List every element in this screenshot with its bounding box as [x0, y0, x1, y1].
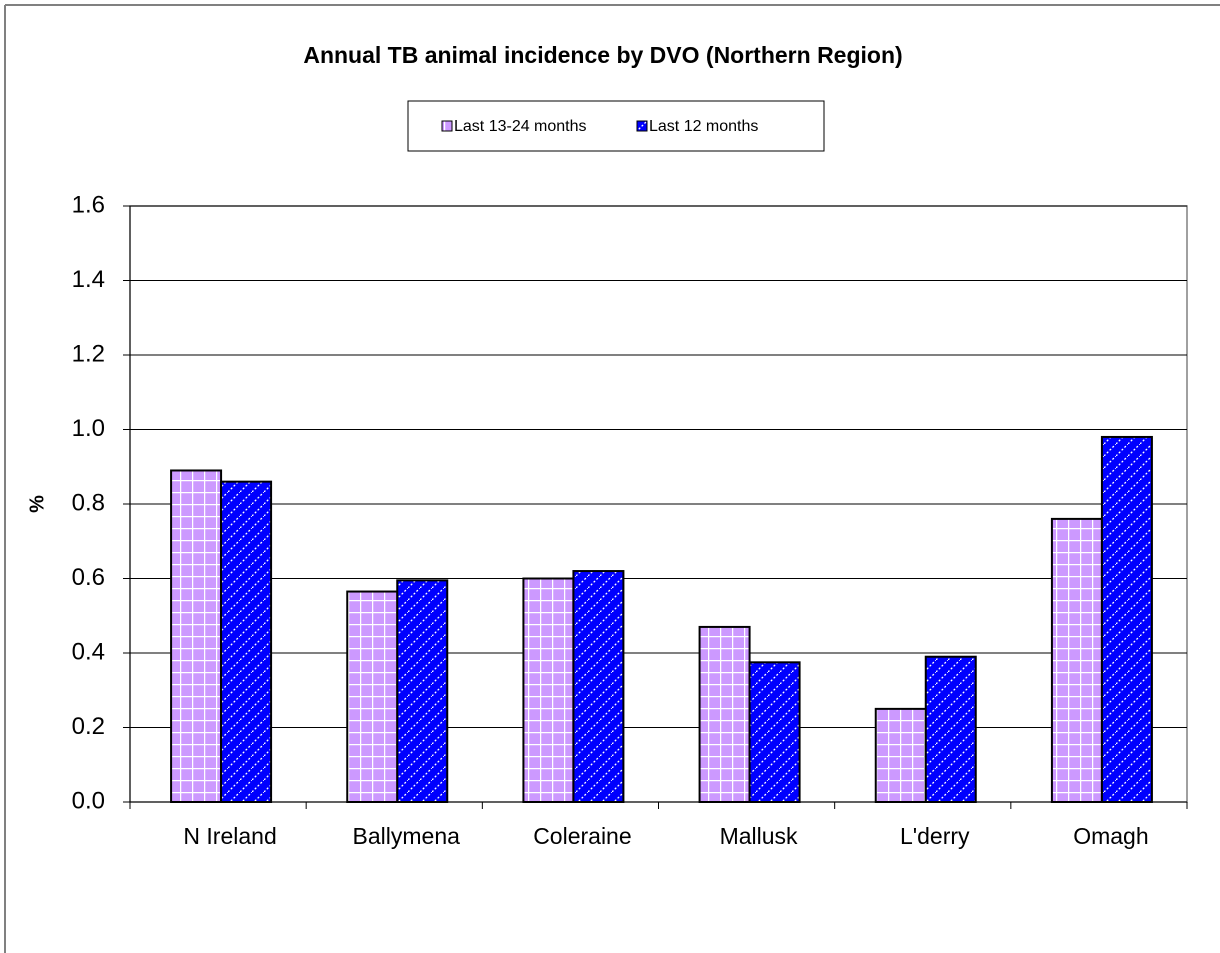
bar: [1050, 517, 1103, 804]
legend-label: Last 13-24 months: [454, 118, 587, 135]
bar: [698, 625, 751, 803]
y-tick-label: 0.4: [72, 638, 105, 665]
bar: [170, 469, 223, 803]
legend-box: [407, 100, 825, 152]
y-tick-label: 0.0: [72, 787, 105, 814]
y-tick-label: 0.6: [72, 564, 105, 591]
bar: [874, 707, 927, 803]
bar: [220, 480, 273, 803]
y-axis-title: %: [26, 495, 48, 513]
x-tick-label: Mallusk: [720, 823, 798, 849]
x-tick-label: Ballymena: [353, 823, 461, 849]
bar: [748, 661, 801, 803]
y-tick-label: 1.4: [72, 266, 105, 293]
bar: [924, 655, 977, 803]
bar: [1100, 435, 1153, 803]
bar: [522, 577, 575, 803]
x-tick-label: Omagh: [1073, 823, 1148, 849]
x-tick-label: N Ireland: [183, 823, 276, 849]
legend-label: Last 12 months: [649, 118, 758, 135]
legend-swatch: [441, 120, 453, 132]
legend-swatch: [636, 120, 648, 132]
y-tick-label: 0.2: [72, 713, 105, 740]
y-tick-label: 0.8: [72, 489, 105, 516]
bar: [346, 590, 399, 803]
y-tick-label: 1.0: [72, 415, 105, 442]
bar: [396, 579, 449, 803]
x-tick-label: Coleraine: [533, 823, 631, 849]
x-tick-label: L'derry: [900, 823, 970, 849]
chart-title: Annual TB animal incidence by DVO (North…: [303, 42, 902, 68]
y-tick-label: 1.6: [72, 191, 105, 218]
y-tick-label: 1.2: [72, 340, 105, 367]
bar: [572, 570, 625, 803]
